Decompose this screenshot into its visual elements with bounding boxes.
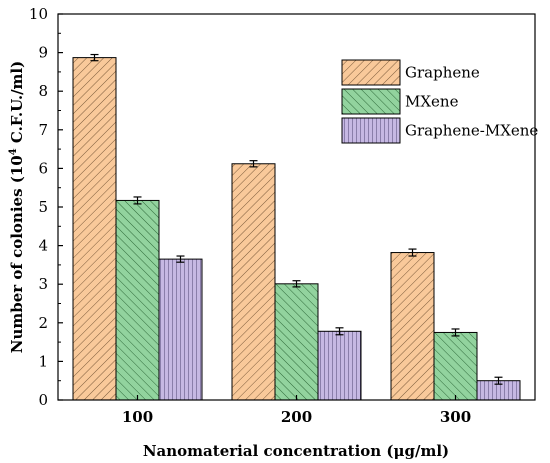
legend-swatch-mxene <box>341 88 401 115</box>
y-tick-label-10: 10 <box>29 5 48 23</box>
x-tick-label-100: 100 <box>122 408 153 426</box>
legend-item-graphene: Graphene <box>341 59 480 86</box>
y-tick-label-2: 2 <box>38 314 48 332</box>
legend-label-mxene: MXene <box>405 93 459 111</box>
y-tick-label-4: 4 <box>38 237 48 255</box>
y-tick-label-8: 8 <box>38 82 48 100</box>
bar-mxene-200 <box>274 283 319 401</box>
x-axis: 100 200 300 <box>122 395 471 426</box>
y-axis-title-superscript: 4 <box>8 148 19 155</box>
legend-label-graphene-mxene: Graphene-MXene <box>405 122 538 140</box>
x-axis-title: Nanomaterial concentration (μg/ml) <box>143 442 449 460</box>
legend-item-graphene-mxene: Graphene-MXene <box>341 117 538 144</box>
bar-graphene-mxene-200 <box>317 330 362 401</box>
bar-graphene-100 <box>72 57 117 401</box>
legend-item-mxene: MXene <box>341 88 459 115</box>
error-bar-graphene-mxene-200 <box>335 327 344 336</box>
error-bar-graphene-100 <box>90 53 99 62</box>
bars-group <box>72 57 521 401</box>
bar-graphene-mxene-100 <box>158 258 203 401</box>
bar-mxene-300 <box>433 331 478 401</box>
x-tick-label-300: 300 <box>440 408 471 426</box>
error-bars-group <box>90 53 503 385</box>
legend: Graphene MXene Graphene-MXene <box>341 59 538 144</box>
y-tick-label-5: 5 <box>38 198 48 216</box>
error-bar-mxene-200 <box>292 280 301 288</box>
error-bar-mxene-300 <box>451 328 460 337</box>
legend-label-graphene: Graphene <box>405 64 480 82</box>
y-tick-label-7: 7 <box>38 121 48 139</box>
y-axis: 0 1 2 3 4 5 6 7 8 9 10 <box>29 5 63 409</box>
x-tick-label-200: 200 <box>281 408 312 426</box>
bar-graphene-300 <box>390 252 435 401</box>
y-tick-label-9: 9 <box>38 44 48 62</box>
y-tick-label-0: 0 <box>38 391 48 409</box>
bar-graphene-200 <box>231 163 276 401</box>
y-tick-label-1: 1 <box>38 352 48 370</box>
y-tick-label-6: 6 <box>38 159 48 177</box>
y-tick-label-3: 3 <box>38 275 48 293</box>
bar-mxene-100 <box>115 199 160 401</box>
error-bar-graphene-200 <box>249 160 258 168</box>
y-axis-title: Number of colonies (104 C.F.U./ml) <box>8 61 26 353</box>
error-bar-graphene-mxene-300 <box>494 376 503 385</box>
legend-swatch-graphene-mxene <box>341 117 401 144</box>
error-bar-graphene-300 <box>408 248 417 257</box>
error-bar-graphene-mxene-100 <box>176 255 185 263</box>
error-bar-mxene-100 <box>133 196 142 205</box>
legend-swatch-graphene <box>341 59 401 86</box>
